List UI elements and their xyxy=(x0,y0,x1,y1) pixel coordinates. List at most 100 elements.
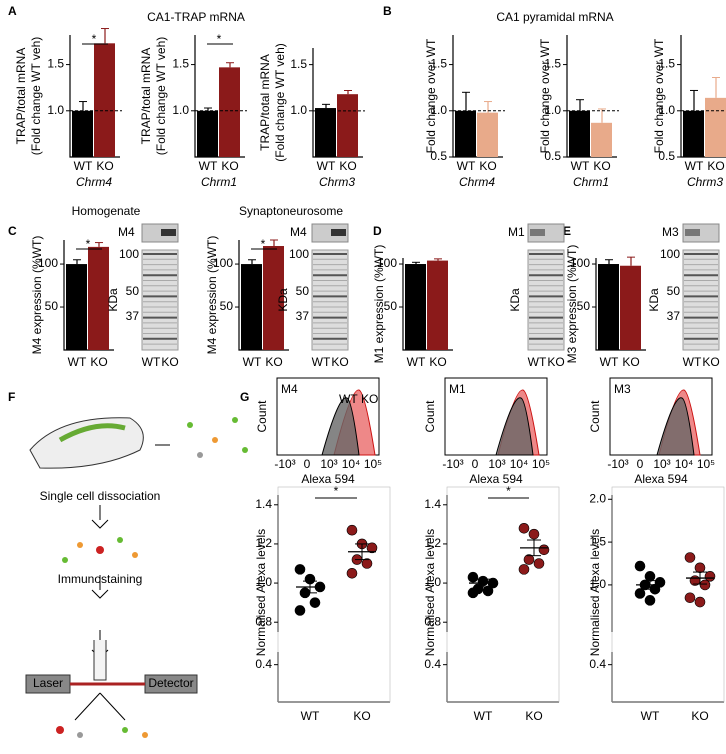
bar xyxy=(620,265,641,350)
flow-protein: M4 xyxy=(281,382,298,396)
x-tick-label: WT xyxy=(68,355,87,369)
x-tick-label: -10³ xyxy=(274,457,295,471)
x-axis-label: Alexa 594 xyxy=(634,472,688,486)
y-axis-label: Fold change over WT xyxy=(424,38,438,153)
data-point xyxy=(294,564,306,575)
y-tick-label: 100 xyxy=(377,256,397,270)
bar xyxy=(263,246,284,350)
diagram-laser: Laser xyxy=(33,676,63,690)
x-tick-label: 10⁴ xyxy=(510,457,529,471)
data-point xyxy=(346,524,358,536)
panel-letter: B xyxy=(383,4,392,18)
bar xyxy=(197,110,218,157)
blot-band xyxy=(682,223,720,243)
blot-marker: 50 xyxy=(126,284,140,298)
x-tick-label: KO xyxy=(265,355,282,369)
bar xyxy=(705,97,726,157)
x-tick-label: WT xyxy=(571,159,590,173)
sig-label: * xyxy=(261,237,266,251)
y-tick-label: 0.8 xyxy=(255,614,272,628)
y-tick-label: 1.0 xyxy=(424,575,441,589)
diagram-shapes xyxy=(25,417,198,721)
x-tick-label: WT xyxy=(74,159,93,173)
x-tick-label: KO xyxy=(593,159,610,173)
bar xyxy=(219,67,240,157)
blot-marker: 37 xyxy=(667,309,681,323)
y-axis-label: Count xyxy=(588,400,602,433)
y-tick-label: 50 xyxy=(384,299,398,313)
y-axis-label: M3 expression (%WT) xyxy=(565,245,579,364)
blot-unit: KDa xyxy=(508,288,522,312)
diagram-step: Immunostaining xyxy=(58,572,143,586)
sig-label: * xyxy=(86,237,91,251)
y-axis-label: (Fold change WT veh) xyxy=(29,37,43,156)
data-point xyxy=(309,597,321,608)
panel-letter: E xyxy=(563,224,571,238)
x-tick-label: KO xyxy=(429,355,446,369)
x-axis-label: Chrm3 xyxy=(687,175,723,189)
y-tick-label: 1.0 xyxy=(255,575,272,589)
y-tick-label: 50 xyxy=(45,299,59,313)
chart-title: Homogenate xyxy=(72,204,141,218)
x-tick-label: KO xyxy=(90,355,107,369)
data-point xyxy=(704,571,716,582)
y-tick-label: 50 xyxy=(220,299,234,313)
plot-frame xyxy=(611,486,725,703)
panel-letter: D xyxy=(373,224,382,238)
y-tick-label: 1.0 xyxy=(47,103,64,117)
group-title: CA1-TRAP mRNA xyxy=(147,10,245,24)
y-axis-label: Count xyxy=(255,400,269,433)
x-tick-label: KO xyxy=(691,709,708,723)
sig-label: * xyxy=(334,484,339,498)
y-axis-label: (Fold change WT veh) xyxy=(273,43,287,162)
panel-letter: F xyxy=(8,390,15,404)
blot-protein: M1 xyxy=(508,225,525,239)
y-axis-label: Normalised Alexa levels xyxy=(254,529,268,656)
blot-band-lane xyxy=(685,229,700,236)
data-point xyxy=(294,605,306,616)
blot-protein: M3 xyxy=(662,225,679,239)
blot-unit: KDa xyxy=(276,288,290,312)
x-tick-label: WT xyxy=(685,159,704,173)
x-axis-label: Chrm3 xyxy=(319,175,355,189)
blot-marker: 50 xyxy=(296,284,310,298)
y-tick-label: 1.0 xyxy=(658,103,675,117)
data-point xyxy=(366,542,378,554)
bar xyxy=(94,43,115,158)
blot-band-lane xyxy=(161,229,176,236)
x-tick-label: -10³ xyxy=(442,457,463,471)
x-tick-label: KO xyxy=(525,709,542,723)
bar xyxy=(405,264,426,350)
panel-letter: G xyxy=(240,390,249,404)
blot-band xyxy=(527,223,565,243)
x-axis-label: Chrm1 xyxy=(201,175,237,189)
y-tick-label: 0.5 xyxy=(544,149,561,163)
blot-marker: 100 xyxy=(119,247,139,261)
y-tick-label: 0.4 xyxy=(589,657,606,671)
data-point xyxy=(634,560,646,572)
diagram-detector: Detector xyxy=(148,676,193,690)
bar xyxy=(66,264,87,350)
data-point xyxy=(694,562,706,574)
y-tick-label: 1.0 xyxy=(544,103,561,117)
blot-lane-label: KO xyxy=(702,355,719,369)
y-tick-label: 1.0 xyxy=(290,103,307,117)
y-tick-label: 1.0 xyxy=(172,103,189,117)
data-point xyxy=(523,554,535,565)
y-tick-label: 0.8 xyxy=(424,614,441,628)
y-tick-label: 1.4 xyxy=(255,497,272,511)
x-tick-label: WT xyxy=(301,709,320,723)
y-tick-label: 100 xyxy=(38,256,58,270)
blot-marker: 50 xyxy=(667,284,681,298)
bar xyxy=(591,122,612,157)
bar xyxy=(455,110,476,157)
blot-unit: KDa xyxy=(647,288,661,312)
blot-marker: 100 xyxy=(660,247,680,261)
y-tick-label: 2.0 xyxy=(589,491,606,505)
blot-lane-label: WT xyxy=(683,355,702,369)
y-tick-label: 100 xyxy=(213,256,233,270)
x-tick-label: 10³ xyxy=(653,457,670,471)
chart-title: Synaptoneurosome xyxy=(239,204,343,218)
blot-lane-label: WT xyxy=(142,355,161,369)
x-tick-label: WT xyxy=(407,355,426,369)
